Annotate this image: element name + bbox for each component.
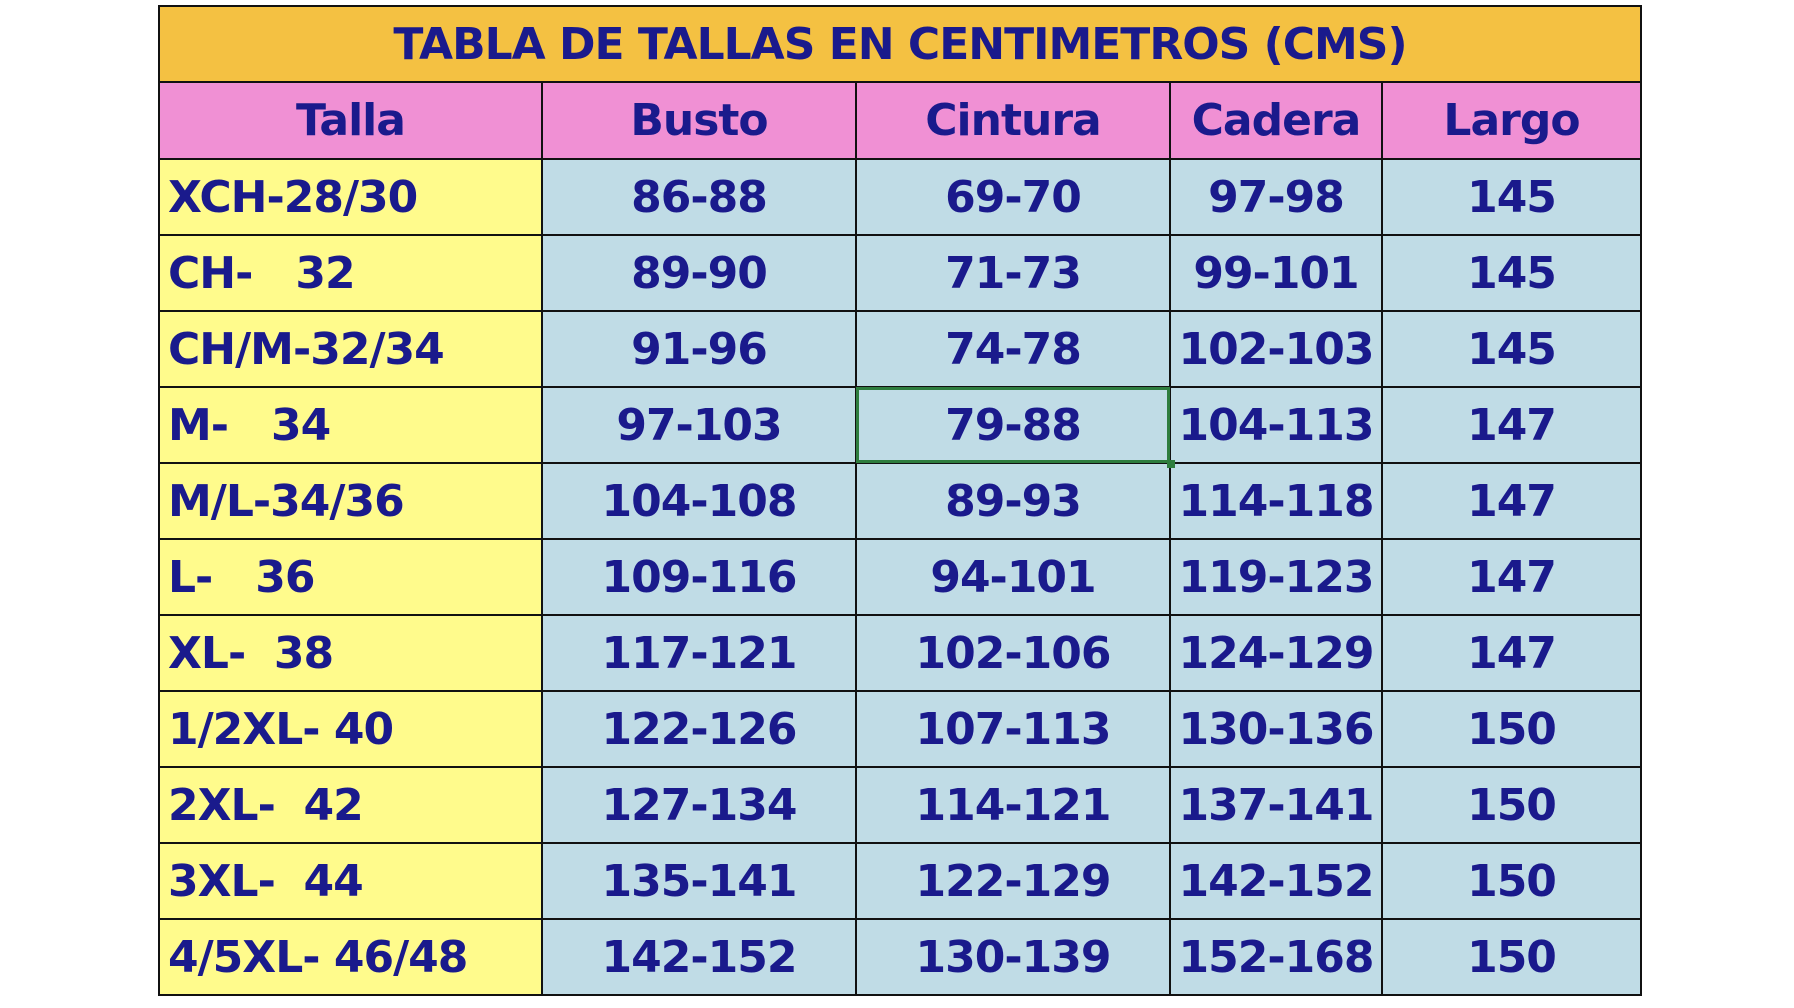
cell-cadera[interactable]: 130-136 [1169, 690, 1383, 768]
cell-talla[interactable]: 3XL- 44 [158, 842, 543, 920]
cell-busto[interactable]: 86-88 [541, 158, 857, 236]
cell-largo[interactable]: 150 [1380, 842, 1643, 920]
cell-cintura[interactable]: 122-129 [855, 842, 1171, 920]
cell-cintura[interactable]: 114-121 [855, 766, 1171, 844]
table-row: XCH-28/30 86-88 69-70 97-98 145 [158, 158, 1643, 236]
header-talla[interactable]: Talla [158, 81, 543, 160]
cell-largo[interactable]: 150 [1380, 918, 1643, 996]
header-row: Talla Busto Cintura Cadera Largo [158, 81, 1643, 160]
table-row: 4/5XL- 46/48 142-152 130-139 152-168 150 [158, 918, 1643, 996]
cell-cintura[interactable]: 102-106 [855, 614, 1171, 692]
cell-talla[interactable]: M- 34 [158, 386, 543, 464]
cell-busto[interactable]: 142-152 [541, 918, 857, 996]
table-row: 1/2XL- 40 122-126 107-113 130-136 150 [158, 690, 1643, 768]
cell-talla[interactable]: 4/5XL- 46/48 [158, 918, 543, 996]
table-row: L- 36 109-116 94-101 119-123 147 [158, 538, 1643, 616]
cell-cintura[interactable]: 130-139 [855, 918, 1171, 996]
size-chart-table: TABLA DE TALLAS EN CENTIMETROS (CMS) Tal… [157, 5, 1643, 996]
cell-largo[interactable]: 147 [1380, 462, 1643, 540]
cell-talla[interactable]: L- 36 [158, 538, 543, 616]
cell-busto[interactable]: 104-108 [541, 462, 857, 540]
cell-cadera[interactable]: 152-168 [1169, 918, 1383, 996]
cell-cintura[interactable]: 107-113 [855, 690, 1171, 768]
cell-cintura[interactable]: 94-101 [855, 538, 1171, 616]
cell-largo[interactable]: 150 [1380, 766, 1643, 844]
cell-busto[interactable]: 127-134 [541, 766, 857, 844]
cell-cadera[interactable]: 114-118 [1169, 462, 1383, 540]
cell-cintura[interactable]: 79-88 [855, 386, 1176, 469]
cell-largo[interactable]: 147 [1380, 386, 1643, 464]
cell-busto[interactable]: 109-116 [541, 538, 857, 616]
cell-cadera[interactable]: 137-141 [1169, 766, 1383, 844]
cell-cadera[interactable]: 99-101 [1169, 234, 1383, 312]
cell-cadera[interactable]: 97-98 [1169, 158, 1383, 236]
cell-talla[interactable]: M/L-34/36 [158, 462, 543, 540]
header-cadera[interactable]: Cadera [1169, 81, 1383, 160]
header-busto[interactable]: Busto [541, 81, 857, 160]
cell-talla[interactable]: CH- 32 [158, 234, 543, 312]
cell-talla[interactable]: 1/2XL- 40 [158, 690, 543, 768]
cell-busto[interactable]: 89-90 [541, 234, 857, 312]
cell-cadera[interactable]: 142-152 [1169, 842, 1383, 920]
cell-cadera[interactable]: 102-103 [1169, 310, 1383, 388]
cell-largo[interactable]: 147 [1380, 538, 1643, 616]
table-row: 3XL- 44 135-141 122-129 142-152 150 [158, 842, 1643, 920]
table-row: XL- 38 117-121 102-106 124-129 147 [158, 614, 1643, 692]
cell-talla[interactable]: CH/M-32/34 [158, 310, 543, 388]
cell-largo[interactable]: 145 [1380, 310, 1643, 388]
cell-cintura[interactable]: 74-78 [855, 310, 1171, 388]
header-cintura[interactable]: Cintura [855, 81, 1171, 160]
cell-cintura[interactable]: 69-70 [855, 158, 1171, 236]
cell-cintura[interactable]: 71-73 [855, 234, 1171, 312]
cell-largo[interactable]: 150 [1380, 690, 1643, 768]
table-row: CH- 32 89-90 71-73 99-101 145 [158, 234, 1643, 312]
table-title[interactable]: TABLA DE TALLAS EN CENTIMETROS (CMS) [157, 5, 1643, 83]
cell-busto[interactable]: 122-126 [541, 690, 857, 768]
cell-cadera[interactable]: 119-123 [1169, 538, 1383, 616]
cell-busto[interactable]: 91-96 [541, 310, 857, 388]
cell-largo[interactable]: 145 [1380, 158, 1643, 236]
cell-talla[interactable]: 2XL- 42 [158, 766, 543, 844]
cell-busto[interactable]: 135-141 [541, 842, 857, 920]
cell-talla[interactable]: XCH-28/30 [158, 158, 543, 236]
cell-cintura[interactable]: 89-93 [855, 462, 1171, 540]
cell-largo[interactable]: 145 [1380, 234, 1643, 312]
cell-cadera[interactable]: 124-129 [1169, 614, 1383, 692]
table-row: M- 34 97-103 79-88 104-113 147 [158, 386, 1643, 469]
cell-busto[interactable]: 97-103 [541, 386, 857, 464]
table-row: M/L-34/36 104-108 89-93 114-118 147 [158, 462, 1643, 540]
header-largo[interactable]: Largo [1380, 81, 1643, 160]
cell-talla[interactable]: XL- 38 [158, 614, 543, 692]
cell-busto[interactable]: 117-121 [541, 614, 857, 692]
cell-cadera[interactable]: 104-113 [1169, 386, 1383, 464]
table-row: 2XL- 42 127-134 114-121 137-141 150 [158, 766, 1643, 844]
table-row: CH/M-32/34 91-96 74-78 102-103 145 [158, 310, 1643, 388]
cell-largo[interactable]: 147 [1380, 614, 1643, 692]
